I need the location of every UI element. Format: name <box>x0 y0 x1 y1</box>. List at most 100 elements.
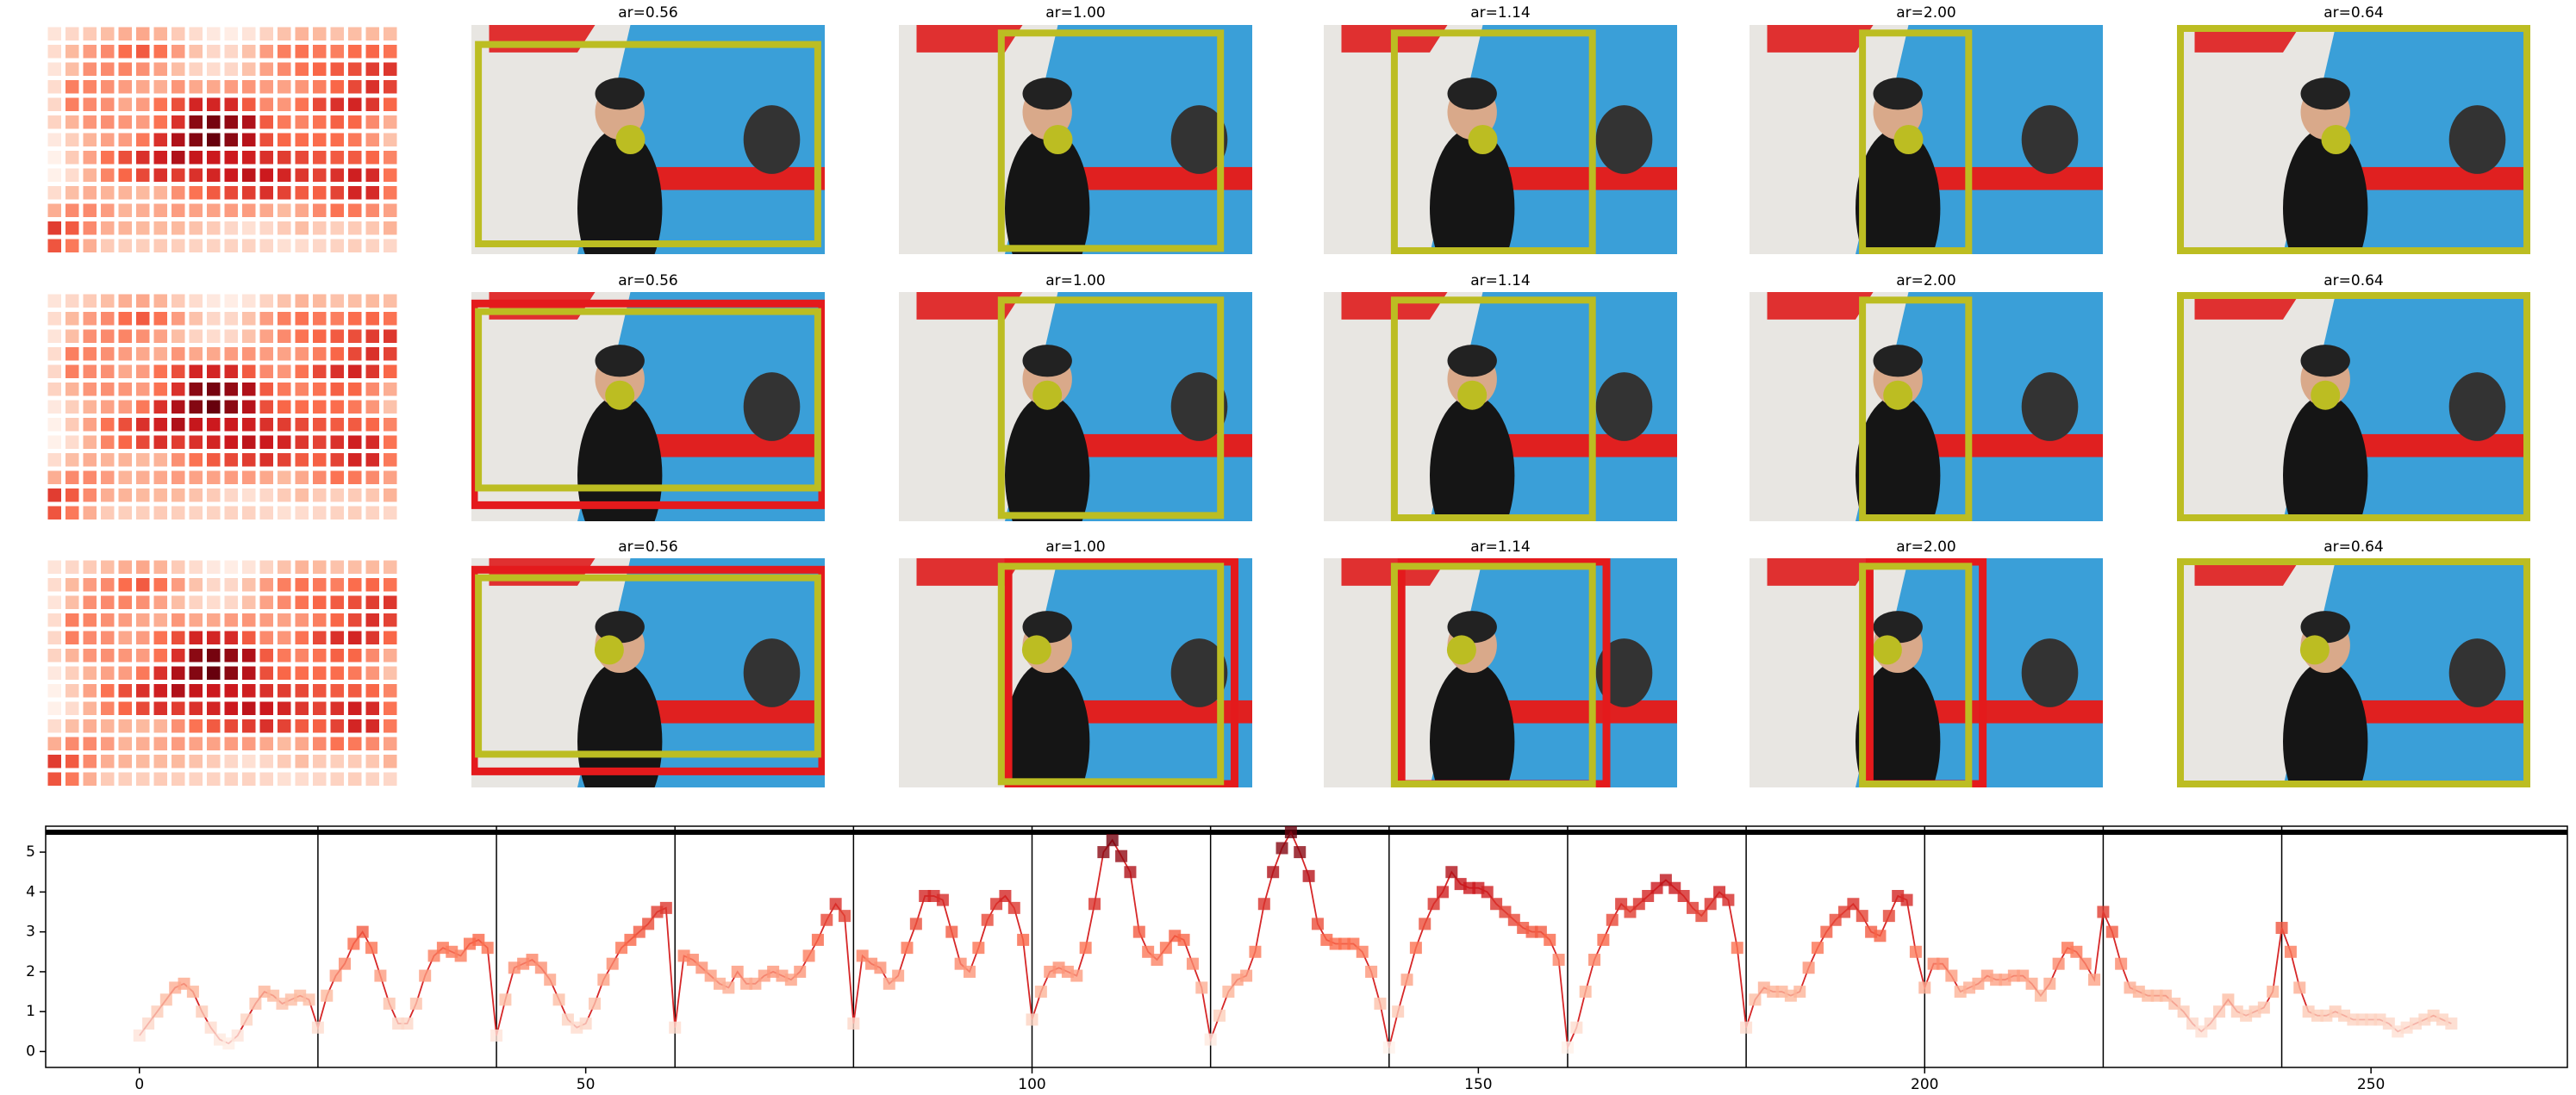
heatmap-cell <box>83 400 97 414</box>
heatmap-cell <box>136 115 150 129</box>
heatmap-cell <box>224 719 238 733</box>
yellow-box <box>2177 292 2530 521</box>
heatmap-cell <box>118 737 132 750</box>
heatmap-cell <box>153 203 167 217</box>
heatmap-cell <box>259 453 273 467</box>
heatmap-cell <box>118 27 132 40</box>
keypoint <box>1021 635 1051 665</box>
heatmap-cell <box>83 772 97 786</box>
heatmap-cell <box>330 595 344 609</box>
heatmap-cell <box>83 364 97 378</box>
heatmap-cell <box>118 506 132 520</box>
heatmap-cell <box>47 203 61 217</box>
keypoint <box>1872 635 1902 665</box>
heatmap-cell <box>65 151 79 165</box>
swimmer-cap <box>1873 611 1923 644</box>
heatmap-cell <box>207 470 221 484</box>
heatmap-cell <box>153 488 167 502</box>
heatmap-cell <box>365 133 379 146</box>
heatmap-cell <box>365 772 379 786</box>
heatmap-cell <box>189 27 203 40</box>
heatmap-cell <box>348 666 362 680</box>
heatmap-cell <box>47 383 61 396</box>
heatmap-cell <box>224 329 238 343</box>
heatmap-cell <box>384 27 397 40</box>
heatmap-cell <box>348 684 362 698</box>
heatmap-cell <box>172 666 185 680</box>
heatmap-cell <box>278 418 291 432</box>
heatmap-cell <box>295 578 309 592</box>
heatmap-cell <box>384 133 397 146</box>
point-marker <box>1132 925 1145 938</box>
heatmap-cell <box>365 613 379 627</box>
point-marker <box>1026 1013 1039 1026</box>
swimmer-body <box>577 395 663 521</box>
yellow-box <box>475 40 821 248</box>
heatmap <box>47 294 397 520</box>
heatmap-cell <box>224 27 238 40</box>
heatmap-cell <box>313 239 327 252</box>
heatmap-cell <box>101 755 115 768</box>
heatmap-cell <box>330 186 344 200</box>
heatmap-cell <box>118 239 132 252</box>
point-marker <box>722 981 735 994</box>
heatmap-cell <box>330 719 344 733</box>
heatmap-cell <box>101 684 115 698</box>
heatmap-cell <box>278 312 291 326</box>
heatmap-cell <box>153 666 167 680</box>
heatmap-cell <box>153 560 167 574</box>
yellow-box <box>997 29 1225 252</box>
heatmap-cell <box>207 168 221 182</box>
heatmap-cell <box>136 488 150 502</box>
heatmap-cell <box>47 133 61 146</box>
heatmap-cell <box>118 151 132 165</box>
heatmap-cell <box>65 701 79 715</box>
heatmap-cell <box>172 470 185 484</box>
heatmap-cell <box>83 329 97 343</box>
heatmap-cell <box>224 755 238 768</box>
heatmap-cell <box>207 560 221 574</box>
point-marker <box>311 1021 324 1034</box>
heatmap-cell <box>365 151 379 165</box>
heatmap-cell <box>365 755 379 768</box>
other-swimmer <box>2021 105 2079 174</box>
point-marker <box>1382 1041 1395 1054</box>
heatmap-cell <box>101 151 115 165</box>
heatmap-cell <box>224 168 238 182</box>
heatmap-cell <box>313 115 327 129</box>
heatmap-cell <box>313 488 327 502</box>
heatmap-cell <box>295 595 309 609</box>
heatmap-cell <box>172 649 185 663</box>
heatmap-cell <box>207 435 221 449</box>
heatmap-cell <box>242 470 256 484</box>
heatmap-cell <box>47 701 61 715</box>
heatmap-cell <box>348 755 362 768</box>
heatmap-cell <box>384 755 397 768</box>
heatmap-cell <box>189 684 203 698</box>
heatmap-cell <box>83 151 97 165</box>
heatmap-cell <box>189 312 203 326</box>
heatmap-cell <box>330 45 344 59</box>
heatmap-cell <box>101 453 115 467</box>
photo <box>899 25 1252 254</box>
heatmap-cell <box>313 151 327 165</box>
heatmap-cell <box>348 97 362 111</box>
heatmap-cell <box>365 631 379 644</box>
heatmap-cell <box>384 168 397 182</box>
heatmap-cell <box>189 329 203 343</box>
heatmap-cell <box>224 631 238 644</box>
heatmap-cell <box>101 97 115 111</box>
heatmap-cell <box>259 470 273 484</box>
heatmap-cell <box>153 649 167 663</box>
heatmap-cell <box>47 45 61 59</box>
heatmap-cell <box>224 239 238 252</box>
heatmap-cell <box>136 383 150 396</box>
heatmap-cell <box>259 97 273 111</box>
point-marker <box>1802 961 1815 974</box>
heatmap-cell <box>207 151 221 165</box>
point-marker <box>329 969 342 982</box>
heatmap-cell <box>365 221 379 235</box>
heatmap-cell <box>118 701 132 715</box>
